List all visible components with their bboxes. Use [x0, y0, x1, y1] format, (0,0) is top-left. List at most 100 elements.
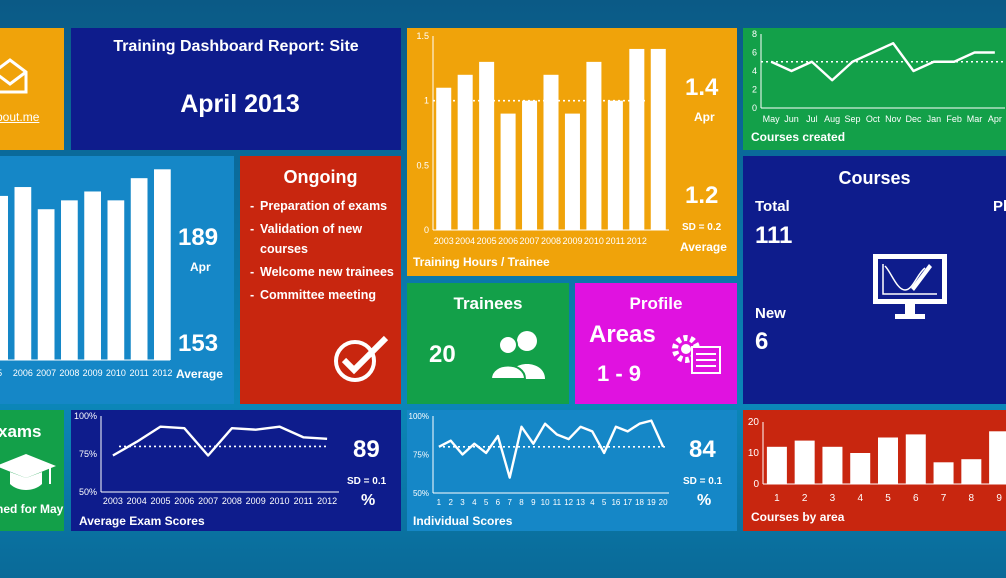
x-tick-label: Jul	[806, 114, 818, 124]
exam-scores-value: 89	[353, 436, 380, 463]
bar	[961, 459, 982, 484]
trainees-tile: Trainees 20	[407, 283, 569, 404]
bar	[586, 61, 602, 230]
profile-title: Profile	[629, 294, 683, 313]
bar	[154, 169, 171, 360]
series-line	[438, 419, 665, 479]
y-tick-label: 0.5	[416, 160, 429, 170]
courses-title: Courses	[838, 168, 911, 188]
x-tick-label: Sep	[844, 114, 860, 124]
series-line	[770, 42, 995, 82]
attendees-average-label: Average	[176, 367, 223, 381]
trainees-value: 20	[429, 341, 456, 368]
training-hours-average: 1.2	[685, 182, 719, 209]
x-tick-label: 19	[647, 498, 656, 507]
trainees-title: Trainees	[453, 294, 523, 313]
x-tick-label: Jun	[784, 114, 799, 124]
x-tick-label: 4	[857, 493, 863, 504]
y-tick-label: 20	[748, 417, 760, 428]
x-tick-label: 2011	[129, 368, 148, 378]
training-hours-average-label: Average	[680, 240, 727, 254]
training-hours-current: 1.4	[685, 74, 719, 101]
x-tick-label: 2	[802, 493, 808, 504]
attendees-current: 189	[178, 224, 219, 251]
x-tick-label: 2010	[269, 496, 289, 506]
y-tick-label: 2	[752, 85, 757, 95]
training-hours-sd: SD = 0.2	[682, 222, 722, 233]
y-tick-label: 50%	[413, 489, 429, 498]
y-tick-label: 8	[752, 29, 757, 39]
bar	[61, 200, 78, 360]
individual-scores-sd: SD = 0.1	[683, 476, 723, 487]
x-tick-label: 2010	[584, 236, 604, 246]
x-tick-label: 20	[659, 498, 668, 507]
monitor-icon	[873, 254, 947, 319]
bar	[766, 446, 787, 484]
x-tick-label: Oct	[866, 114, 881, 124]
list-item: Preparation of exams	[250, 196, 398, 216]
x-tick-label: 12	[564, 498, 573, 507]
x-tick-label: Mar	[967, 114, 983, 124]
profile-tile: Profile Areas 1 - 9	[575, 283, 737, 404]
x-tick-label: 2007	[198, 496, 218, 506]
bar	[14, 187, 32, 360]
x-tick-label: 2009	[562, 236, 582, 246]
x-tick-label: Jan	[927, 114, 942, 124]
x-tick-label: Dec	[905, 114, 922, 124]
exams-caption: ned for May	[0, 502, 64, 516]
x-tick-label: Aug	[824, 114, 840, 124]
x-tick-label: 9	[531, 498, 536, 507]
bar	[84, 191, 101, 360]
x-tick-label: 11	[553, 498, 562, 507]
bar	[543, 74, 559, 230]
x-tick-label: 2	[448, 498, 453, 507]
bar	[436, 87, 452, 230]
bar	[37, 209, 55, 360]
bar	[564, 113, 580, 230]
bar	[850, 453, 871, 484]
exam-scores-label: Average Exam Scores	[79, 514, 205, 528]
bar	[607, 100, 623, 231]
bar	[500, 113, 516, 230]
x-tick-label: 7	[507, 498, 512, 507]
x-tick-label: 7	[941, 493, 947, 504]
y-tick-label: 0	[752, 103, 757, 113]
bar	[650, 48, 666, 230]
courses-by-area-label: Courses by area	[751, 510, 845, 524]
bar	[989, 431, 1006, 484]
x-tick-label: 2009	[83, 368, 103, 378]
x-tick-label: Feb	[946, 114, 962, 124]
exam-scores-tile: 50% 75% 100% 2003 2004 2005 2006 2007 2008 2009 20…	[71, 410, 401, 531]
x-tick-label: 16	[611, 498, 620, 507]
exams-title: xams	[0, 422, 42, 441]
bar	[0, 195, 8, 360]
x-tick-label: Apr	[988, 114, 1002, 124]
graduation-cap-icon	[0, 454, 56, 490]
about-tile: ...bout.me	[0, 28, 64, 150]
exam-scores-unit: %	[361, 492, 376, 509]
x-tick-label: 2006	[498, 236, 518, 246]
attendees-average: 153	[178, 330, 219, 357]
x-tick-label: 2007	[520, 236, 540, 246]
training-hours-tile: 0 0.5 1 1.5 2003 2004 2005 2006 2007 2008 2009 2010…	[407, 28, 737, 276]
x-tick-label: 18	[635, 498, 644, 507]
x-tick-label: 2008	[541, 236, 561, 246]
y-tick-label: 0	[424, 225, 429, 235]
x-tick-label: May	[763, 114, 781, 124]
x-tick-label: 10	[541, 498, 550, 507]
y-tick-label: 4	[752, 66, 757, 76]
people-icon	[491, 331, 545, 380]
courses-created-label: Courses created	[751, 130, 846, 144]
list-item: Validation of new courses	[250, 219, 398, 259]
bar	[905, 434, 926, 484]
about-link[interactable]: ...bout.me	[0, 110, 40, 124]
exam-scores-chart: 50%75%100%2003 2004 2005 2006 2007 2008 2009 20…	[74, 411, 339, 506]
x-tick-label: 4	[472, 498, 477, 507]
individual-scores-unit: %	[697, 492, 712, 509]
ongoing-title: Ongoing	[283, 167, 358, 187]
courses-tile: Courses Total 111 Pl New 6	[743, 156, 1006, 404]
bar	[107, 200, 125, 360]
x-tick-label: 2008	[59, 368, 79, 378]
training-hours-current-label: Apr	[694, 110, 715, 124]
